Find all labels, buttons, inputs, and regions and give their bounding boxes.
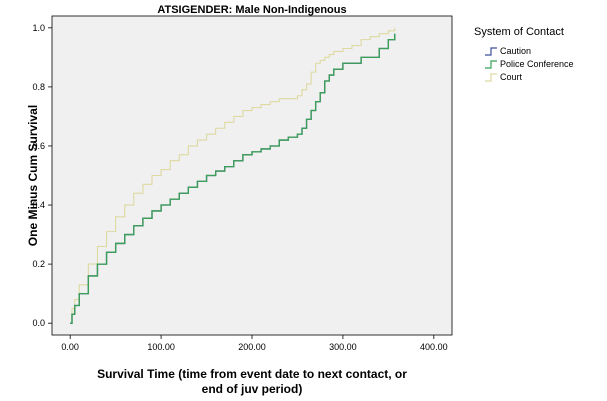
y-tick-label: 0.8 xyxy=(32,82,45,92)
y-tick-label: 0.6 xyxy=(32,141,45,151)
chart-title: ATSIGENDER: Male Non-Indigenous xyxy=(157,4,346,16)
axis-layer: 0.00 100.00 200.00 300.00 400.00 0.0 0.2 0.4 0.6… xyxy=(32,23,447,352)
x-tick-label: 400.00 xyxy=(420,342,448,352)
y-tick-label: 0.0 xyxy=(32,318,45,328)
series-line-court xyxy=(70,27,396,324)
x-tick-label: 200.00 xyxy=(238,342,266,352)
x-axis-label-line-1: Survival Time (time from event date to n… xyxy=(97,367,407,381)
legend-swatch xyxy=(485,73,497,82)
series-layer xyxy=(70,27,396,324)
legend-swatch xyxy=(485,60,497,69)
series-line-police-conference xyxy=(70,33,396,324)
x-tick-label: 300.00 xyxy=(329,342,357,352)
legend: System of Contact Caution Police Conferen… xyxy=(474,26,574,82)
x-tick-label: 100.00 xyxy=(147,342,175,352)
y-tick-label: 1.0 xyxy=(32,23,45,33)
x-axis-label-line-2: end of juv period) xyxy=(202,382,303,396)
legend-entry-label: Court xyxy=(500,72,523,82)
legend-swatch xyxy=(485,47,497,56)
x-tick-label: 0.00 xyxy=(61,342,79,352)
legend-title: System of Contact xyxy=(474,26,564,38)
legend-entry-label: Caution xyxy=(500,46,531,56)
plot-area xyxy=(51,15,453,336)
legend-entry-label: Police Conference xyxy=(500,59,574,69)
y-tick-label: 0.2 xyxy=(32,259,45,269)
y-axis-label: One Minus Cum Survival xyxy=(26,105,40,246)
y-tick-label: 0.4 xyxy=(32,200,45,210)
